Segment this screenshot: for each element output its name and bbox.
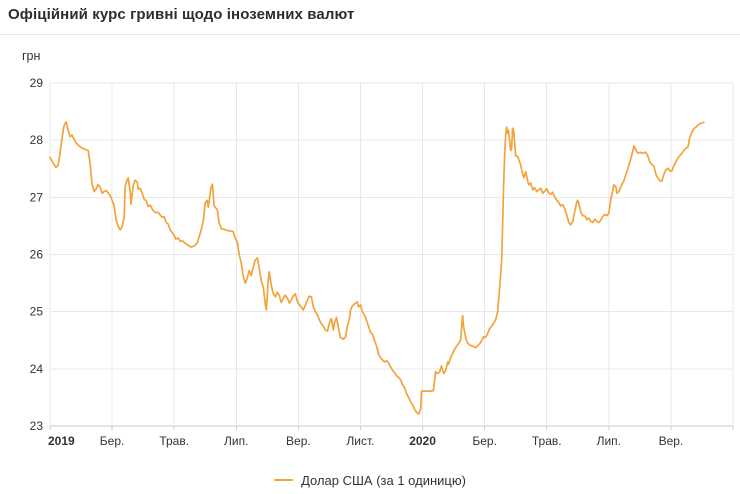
x-tick-label: Трав. <box>159 434 189 448</box>
x-tick-label: Лип. <box>597 434 621 448</box>
header-divider <box>0 34 740 35</box>
y-tick-label: 28 <box>30 133 44 147</box>
x-tick-label: Вер. <box>286 434 311 448</box>
x-tick-label: 2020 <box>409 434 436 448</box>
chart-area: 23 24 25 26 27 28 29 2019 Бер. Трав. Лип. Вер. Лист.… <box>0 60 740 460</box>
exchange-rate-line-chart[interactable]: 23 24 25 26 27 28 29 2019 Бер. Трав. Лип. Вер. Лист.… <box>0 60 740 460</box>
y-tick-label: 25 <box>30 305 44 319</box>
x-tick-label: Трав. <box>532 434 562 448</box>
legend-item-usd[interactable]: Долар США (за 1 одиницю) <box>0 470 740 490</box>
x-tick-label: Бер. <box>100 434 125 448</box>
x-tick-label: Лип. <box>224 434 248 448</box>
x-tick-label: Бер. <box>472 434 497 448</box>
x-tick-label: Вер. <box>659 434 684 448</box>
y-tick-label: 23 <box>30 419 44 433</box>
page-title: Офіційний курс гривні щодо іноземних вал… <box>8 6 355 23</box>
x-tick-label: 2019 <box>48 434 75 448</box>
y-axis-unit-label: грн <box>22 49 41 63</box>
y-tick-label: 24 <box>30 362 44 376</box>
x-tick-label: Лист. <box>346 434 374 448</box>
legend-label: Долар США (за 1 одиницю) <box>301 472 466 488</box>
series-line-usd[interactable] <box>49 121 705 415</box>
y-tick-label: 29 <box>30 76 44 90</box>
y-tick-label: 27 <box>30 190 44 204</box>
legend-line-swatch <box>274 478 294 482</box>
y-tick-label: 26 <box>30 248 44 262</box>
